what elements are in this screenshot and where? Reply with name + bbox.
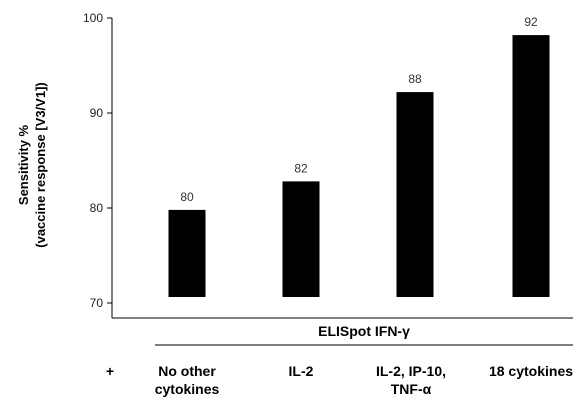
category-label: 18 cytokines <box>489 363 573 379</box>
category-label: IL-2, IP-10, <box>376 363 446 379</box>
category-label: TNF-α <box>391 381 432 397</box>
y-axis-label-line2: (vaccine response [V3/V1]) <box>33 82 48 247</box>
bar <box>282 181 320 297</box>
y-axis: 70 80 90 100 <box>83 11 573 319</box>
y-tick-label: 90 <box>90 106 104 120</box>
bar-value-labels: 80 82 88 92 <box>180 15 538 204</box>
bar <box>396 92 434 297</box>
y-axis-label-line1: Sensitivity % <box>16 124 31 205</box>
bars <box>168 35 550 297</box>
category-label: No other <box>158 363 216 379</box>
bar <box>512 35 550 297</box>
bar-value-label: 92 <box>524 15 538 29</box>
y-tick-label: 80 <box>90 201 104 215</box>
category-labels: No other cytokines IL-2 IL-2, IP-10, TNF-α 18… <box>155 363 574 397</box>
bar-value-label: 82 <box>294 161 308 175</box>
plus-symbol: + <box>106 363 114 379</box>
category-label: IL-2 <box>289 363 314 379</box>
y-tick-label: 70 <box>90 296 104 310</box>
bar <box>168 209 206 297</box>
bar-value-label: 88 <box>408 72 422 86</box>
group-label: ELISpot IFN-γ <box>318 323 410 339</box>
y-tick-label: 100 <box>83 11 103 25</box>
category-label: cytokines <box>155 381 220 397</box>
bar-value-label: 80 <box>180 190 194 204</box>
